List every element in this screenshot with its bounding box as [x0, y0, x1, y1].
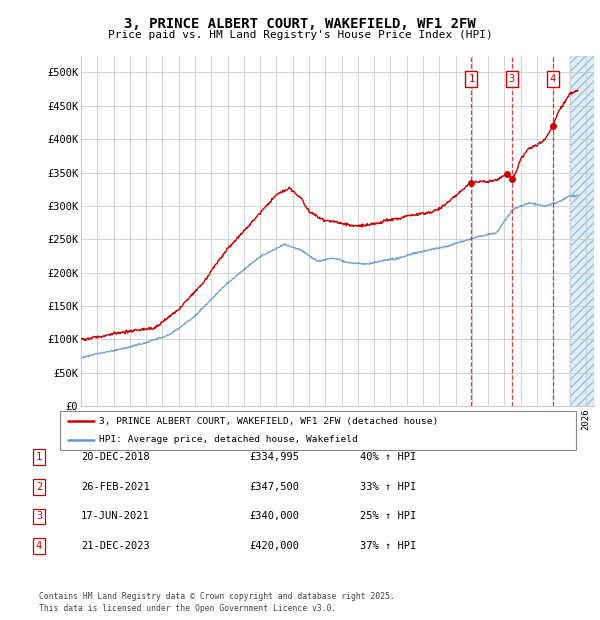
Text: HPI: Average price, detached house, Wakefield: HPI: Average price, detached house, Wake… [98, 435, 358, 445]
Text: 21-DEC-2023: 21-DEC-2023 [81, 541, 150, 551]
Text: £334,995: £334,995 [249, 452, 299, 462]
FancyBboxPatch shape [60, 411, 576, 449]
Text: 37% ↑ HPI: 37% ↑ HPI [360, 541, 416, 551]
Text: 4: 4 [36, 541, 42, 551]
Text: 33% ↑ HPI: 33% ↑ HPI [360, 482, 416, 492]
Text: £347,500: £347,500 [249, 482, 299, 492]
Text: 40% ↑ HPI: 40% ↑ HPI [360, 452, 416, 462]
Bar [569, 56, 594, 406]
Text: 26-FEB-2021: 26-FEB-2021 [81, 482, 150, 492]
Text: Price paid vs. HM Land Registry's House Price Index (HPI): Price paid vs. HM Land Registry's House … [107, 30, 493, 40]
Text: Contains HM Land Registry data © Crown copyright and database right 2025.: Contains HM Land Registry data © Crown c… [39, 592, 395, 601]
Text: 1: 1 [468, 74, 475, 84]
Text: 25% ↑ HPI: 25% ↑ HPI [360, 512, 416, 521]
Text: 17-JUN-2021: 17-JUN-2021 [81, 512, 150, 521]
Bar [569, 56, 594, 406]
Text: 3: 3 [36, 512, 42, 521]
Text: This data is licensed under the Open Government Licence v3.0.: This data is licensed under the Open Gov… [39, 603, 337, 613]
Text: 3, PRINCE ALBERT COURT, WAKEFIELD, WF1 2FW: 3, PRINCE ALBERT COURT, WAKEFIELD, WF1 2… [124, 17, 476, 32]
Text: £340,000: £340,000 [249, 512, 299, 521]
Text: 20-DEC-2018: 20-DEC-2018 [81, 452, 150, 462]
Text: 2: 2 [36, 482, 42, 492]
Text: 1: 1 [36, 452, 42, 462]
Text: £420,000: £420,000 [249, 541, 299, 551]
Text: 4: 4 [550, 74, 556, 84]
Text: 3, PRINCE ALBERT COURT, WAKEFIELD, WF1 2FW (detached house): 3, PRINCE ALBERT COURT, WAKEFIELD, WF1 2… [98, 417, 438, 426]
Text: 3: 3 [509, 74, 515, 84]
